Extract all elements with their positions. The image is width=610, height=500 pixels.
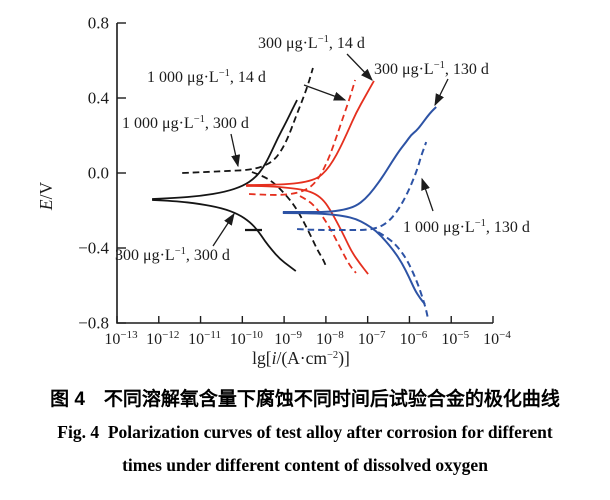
x-tick-label: 10−11 xyxy=(188,329,221,348)
curve-1-anodic xyxy=(182,67,314,174)
annotation-text: 1 000 μg·L xyxy=(147,69,219,86)
polarization-chart: 10−13 10−12 10−11 10−10 10−9 10−8 10−7 10−6 10−5… xyxy=(36,14,530,369)
x-tick-base: 10 xyxy=(230,331,246,348)
x-axis-title: lg[i/(A·cm−2)] xyxy=(252,348,350,368)
x-tick-exponent: −4 xyxy=(499,329,511,341)
x-tick-label: 10−8 xyxy=(316,329,344,348)
x-tick-base: 10 xyxy=(441,331,457,348)
x-tick-label: 10−7 xyxy=(358,329,386,348)
caption-en-line2: times under different content of dissolv… xyxy=(122,455,488,475)
x-tick-exponent: −12 xyxy=(162,329,179,341)
y-tick-label: 0.8 xyxy=(88,14,109,33)
annotation-text: 300 μg·L xyxy=(115,247,175,264)
curve-5-anodic xyxy=(297,141,428,232)
curve-4-anodic xyxy=(282,106,437,213)
annotation-superscript: −1 xyxy=(175,246,186,257)
annotation-label-4: 1 000 μg·L−1, 130 d xyxy=(403,218,530,236)
x-tick-label: 10−6 xyxy=(400,329,428,348)
x-tick-exponent: −6 xyxy=(416,329,428,341)
x-tick-label: 10−13 xyxy=(104,329,138,348)
x-tick-label: 10−9 xyxy=(274,329,302,348)
x-tick-label: 10−4 xyxy=(483,329,511,348)
x-tick-exponent: −10 xyxy=(246,329,264,341)
figure-caption: 图 4 不同溶解氧含量下腐蚀不同时间后试验合金的极化曲线 Fig. 4 Pola… xyxy=(0,386,610,488)
annotation-superscript: −1 xyxy=(219,68,230,79)
x-tick-exponent: −9 xyxy=(290,329,302,341)
annotation-text: , 300 d xyxy=(186,247,230,264)
x-tick-base: 10 xyxy=(483,331,499,348)
annotation-text: 1 000 μg·L xyxy=(122,115,194,132)
annotation-label-2: 300 μg·L−1, 130 d xyxy=(374,60,489,78)
caption-en-line1: Fig. 4 Polarization curves of test alloy… xyxy=(57,422,553,442)
annotation-label-5: 300 μg·L−1, 300 d xyxy=(115,246,230,264)
curve-0-cathodic xyxy=(152,199,297,272)
curve-2-cathodic xyxy=(246,185,369,275)
annotation-arrow-4 xyxy=(421,177,434,212)
annotation-arrow-0 xyxy=(346,53,373,81)
annotation-text: , 14 d xyxy=(329,35,365,52)
annotation-label-0: 300 μg·L−1, 14 d xyxy=(258,34,365,52)
annotation-text: 300 μg·L xyxy=(258,35,318,52)
annotation-text: 300 μg·L xyxy=(374,61,434,78)
y-tick-label: 0.0 xyxy=(88,164,109,183)
curve-4-cathodic xyxy=(282,211,426,305)
x-tick-base: 10 xyxy=(188,331,204,348)
x-tick-label: 10−5 xyxy=(441,329,469,348)
x-tick-label: 10−10 xyxy=(230,329,264,348)
x-tick-exponent: −8 xyxy=(332,329,344,341)
axes: 10−13 10−12 10−11 10−10 10−9 10−8 10−7 10−6 10−5… xyxy=(78,14,511,349)
annotations: 300 μg·L−1, 14 d1 000 μg·L−1, 14 d 300 μg… xyxy=(115,34,530,264)
y-tick-label: 0.4 xyxy=(88,89,110,108)
curve-0-anodic xyxy=(152,99,298,200)
annotation-arrow-5 xyxy=(212,212,235,247)
x-tick-exponent: −7 xyxy=(374,329,386,341)
y-axis-title: E/V xyxy=(36,182,56,212)
annotation-text: , 130 d xyxy=(445,61,489,78)
x-tick-base: 10 xyxy=(104,331,120,348)
annotation-text: 1 000 μg·L xyxy=(403,219,475,236)
annotation-text: , 300 d xyxy=(205,115,249,132)
curve-2-anodic xyxy=(246,80,375,186)
x-tick-base: 10 xyxy=(274,331,290,348)
x-tick-label: 10−12 xyxy=(146,329,179,348)
x-tick-exponent: −13 xyxy=(120,329,138,341)
annotation-arrow-3 xyxy=(230,133,241,168)
annotation-text: , 130 d xyxy=(486,219,530,236)
x-tick-exponent: −5 xyxy=(457,329,469,341)
curve-5-cathodic xyxy=(377,231,429,319)
annotation-label-1: 1 000 μg·L−1, 14 d xyxy=(147,68,266,86)
x-tick-base: 10 xyxy=(400,331,416,348)
annotation-label-3: 1 000 μg·L−1, 300 d xyxy=(122,114,249,132)
x-tick-base: 10 xyxy=(358,331,374,348)
annotation-arrow-2 xyxy=(434,78,449,107)
annotation-text: , 14 d xyxy=(230,69,266,86)
annotation-arrow-1 xyxy=(303,84,347,101)
annotation-superscript: −1 xyxy=(434,60,445,71)
x-tick-base: 10 xyxy=(146,331,162,348)
annotation-superscript: −1 xyxy=(475,218,486,229)
x-tick-base: 10 xyxy=(316,331,332,348)
annotation-superscript: −1 xyxy=(318,34,329,45)
y-tick-label: −0.4 xyxy=(78,239,109,258)
caption-zh: 图 4 不同溶解氧含量下腐蚀不同时间后试验合金的极化曲线 xyxy=(50,389,560,410)
curve-3-anodic xyxy=(248,79,356,196)
x-tick-exponent: −11 xyxy=(204,329,221,341)
y-tick-label: −0.8 xyxy=(78,314,109,333)
curves xyxy=(152,67,437,319)
annotation-superscript: −1 xyxy=(194,114,205,125)
